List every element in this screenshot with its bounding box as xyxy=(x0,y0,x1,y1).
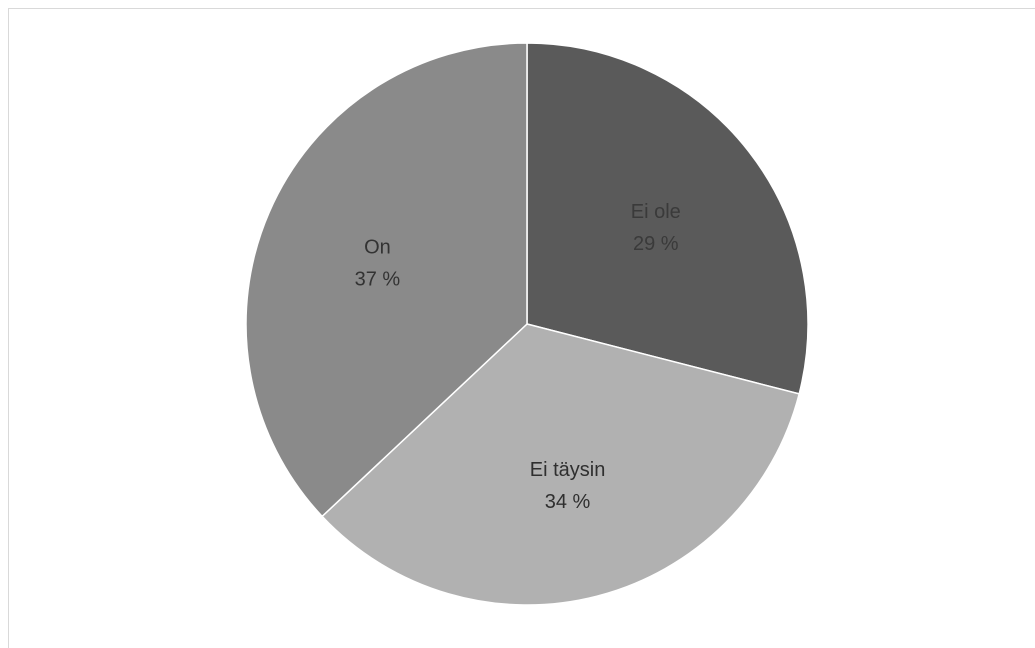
slice-value-label: 37 % xyxy=(355,268,401,290)
pie-slice-2 xyxy=(321,323,801,606)
pie-labels: Ei ole 29 % Ei täysin 34 % On 37 % xyxy=(355,201,681,513)
slice-category-label: Ei täysin xyxy=(530,459,606,481)
pie-slice-1 xyxy=(526,42,809,395)
slice-value-label: 34 % xyxy=(545,491,591,513)
slice-category-label: Ei ole xyxy=(631,201,681,223)
slice-category-label: On xyxy=(364,236,391,258)
pie-slices xyxy=(245,42,809,606)
slice-value-label: 29 % xyxy=(633,233,679,255)
pie-slice-3 xyxy=(245,42,528,518)
pie-chart: Ei ole 29 % Ei täysin 34 % On 37 % xyxy=(245,42,809,606)
